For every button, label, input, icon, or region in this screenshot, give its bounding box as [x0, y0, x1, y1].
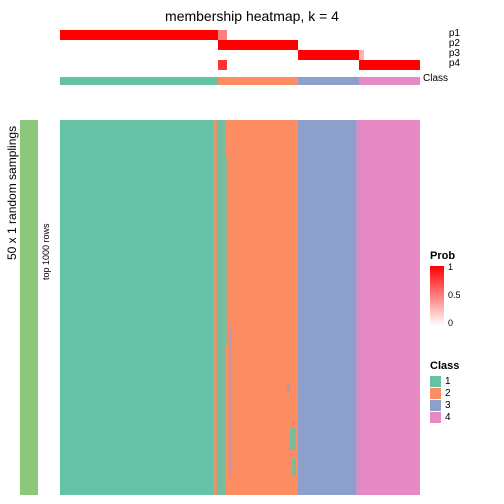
heatmap-class-block: [298, 120, 359, 495]
heatmap-class-block: [359, 120, 420, 495]
legend-swatch: [430, 400, 441, 411]
legend-label: 1: [445, 376, 451, 387]
legend-swatch: [430, 388, 441, 399]
prob-gradient: 1 0.5 0: [430, 266, 444, 326]
ylabel-inner: top 1000 rows: [41, 223, 51, 280]
sampling-strip: [20, 120, 38, 495]
ylabel-outer: 50 x 1 random samplings: [5, 126, 19, 260]
prob-tick: 0: [448, 318, 453, 328]
class-legend-item: 2: [430, 388, 459, 399]
legend-label: 2: [445, 388, 451, 399]
legend-label: 4: [445, 412, 451, 423]
prob-annotation-rows: p1p2p3p4: [60, 30, 420, 70]
class-legend: Class 1234: [430, 360, 459, 424]
heatmap-class-block: [60, 120, 218, 495]
class-legend-title: Class: [430, 360, 459, 372]
prob-row: p1: [60, 30, 420, 40]
prob-legend: Prob 1 0.5 0: [430, 250, 455, 326]
class-legend-item: 4: [430, 412, 459, 423]
class-legend-item: 1: [430, 376, 459, 387]
chart-title: membership heatmap, k = 4: [0, 8, 504, 24]
legend-swatch: [430, 412, 441, 423]
membership-heatmap: [60, 120, 420, 495]
prob-row-label: p4: [449, 58, 460, 69]
legend-swatch: [430, 376, 441, 387]
class-legend-item: 3: [430, 400, 459, 411]
class-row-label: Class: [423, 73, 448, 84]
prob-row: p3: [60, 50, 420, 60]
prob-tick: 0.5: [448, 290, 461, 300]
prob-legend-title: Prob: [430, 250, 455, 262]
legend-label: 3: [445, 400, 451, 411]
class-annotation-row: [60, 77, 420, 85]
prob-row: p2: [60, 40, 420, 50]
prob-tick: 1: [448, 262, 453, 272]
prob-row: p4: [60, 60, 420, 70]
